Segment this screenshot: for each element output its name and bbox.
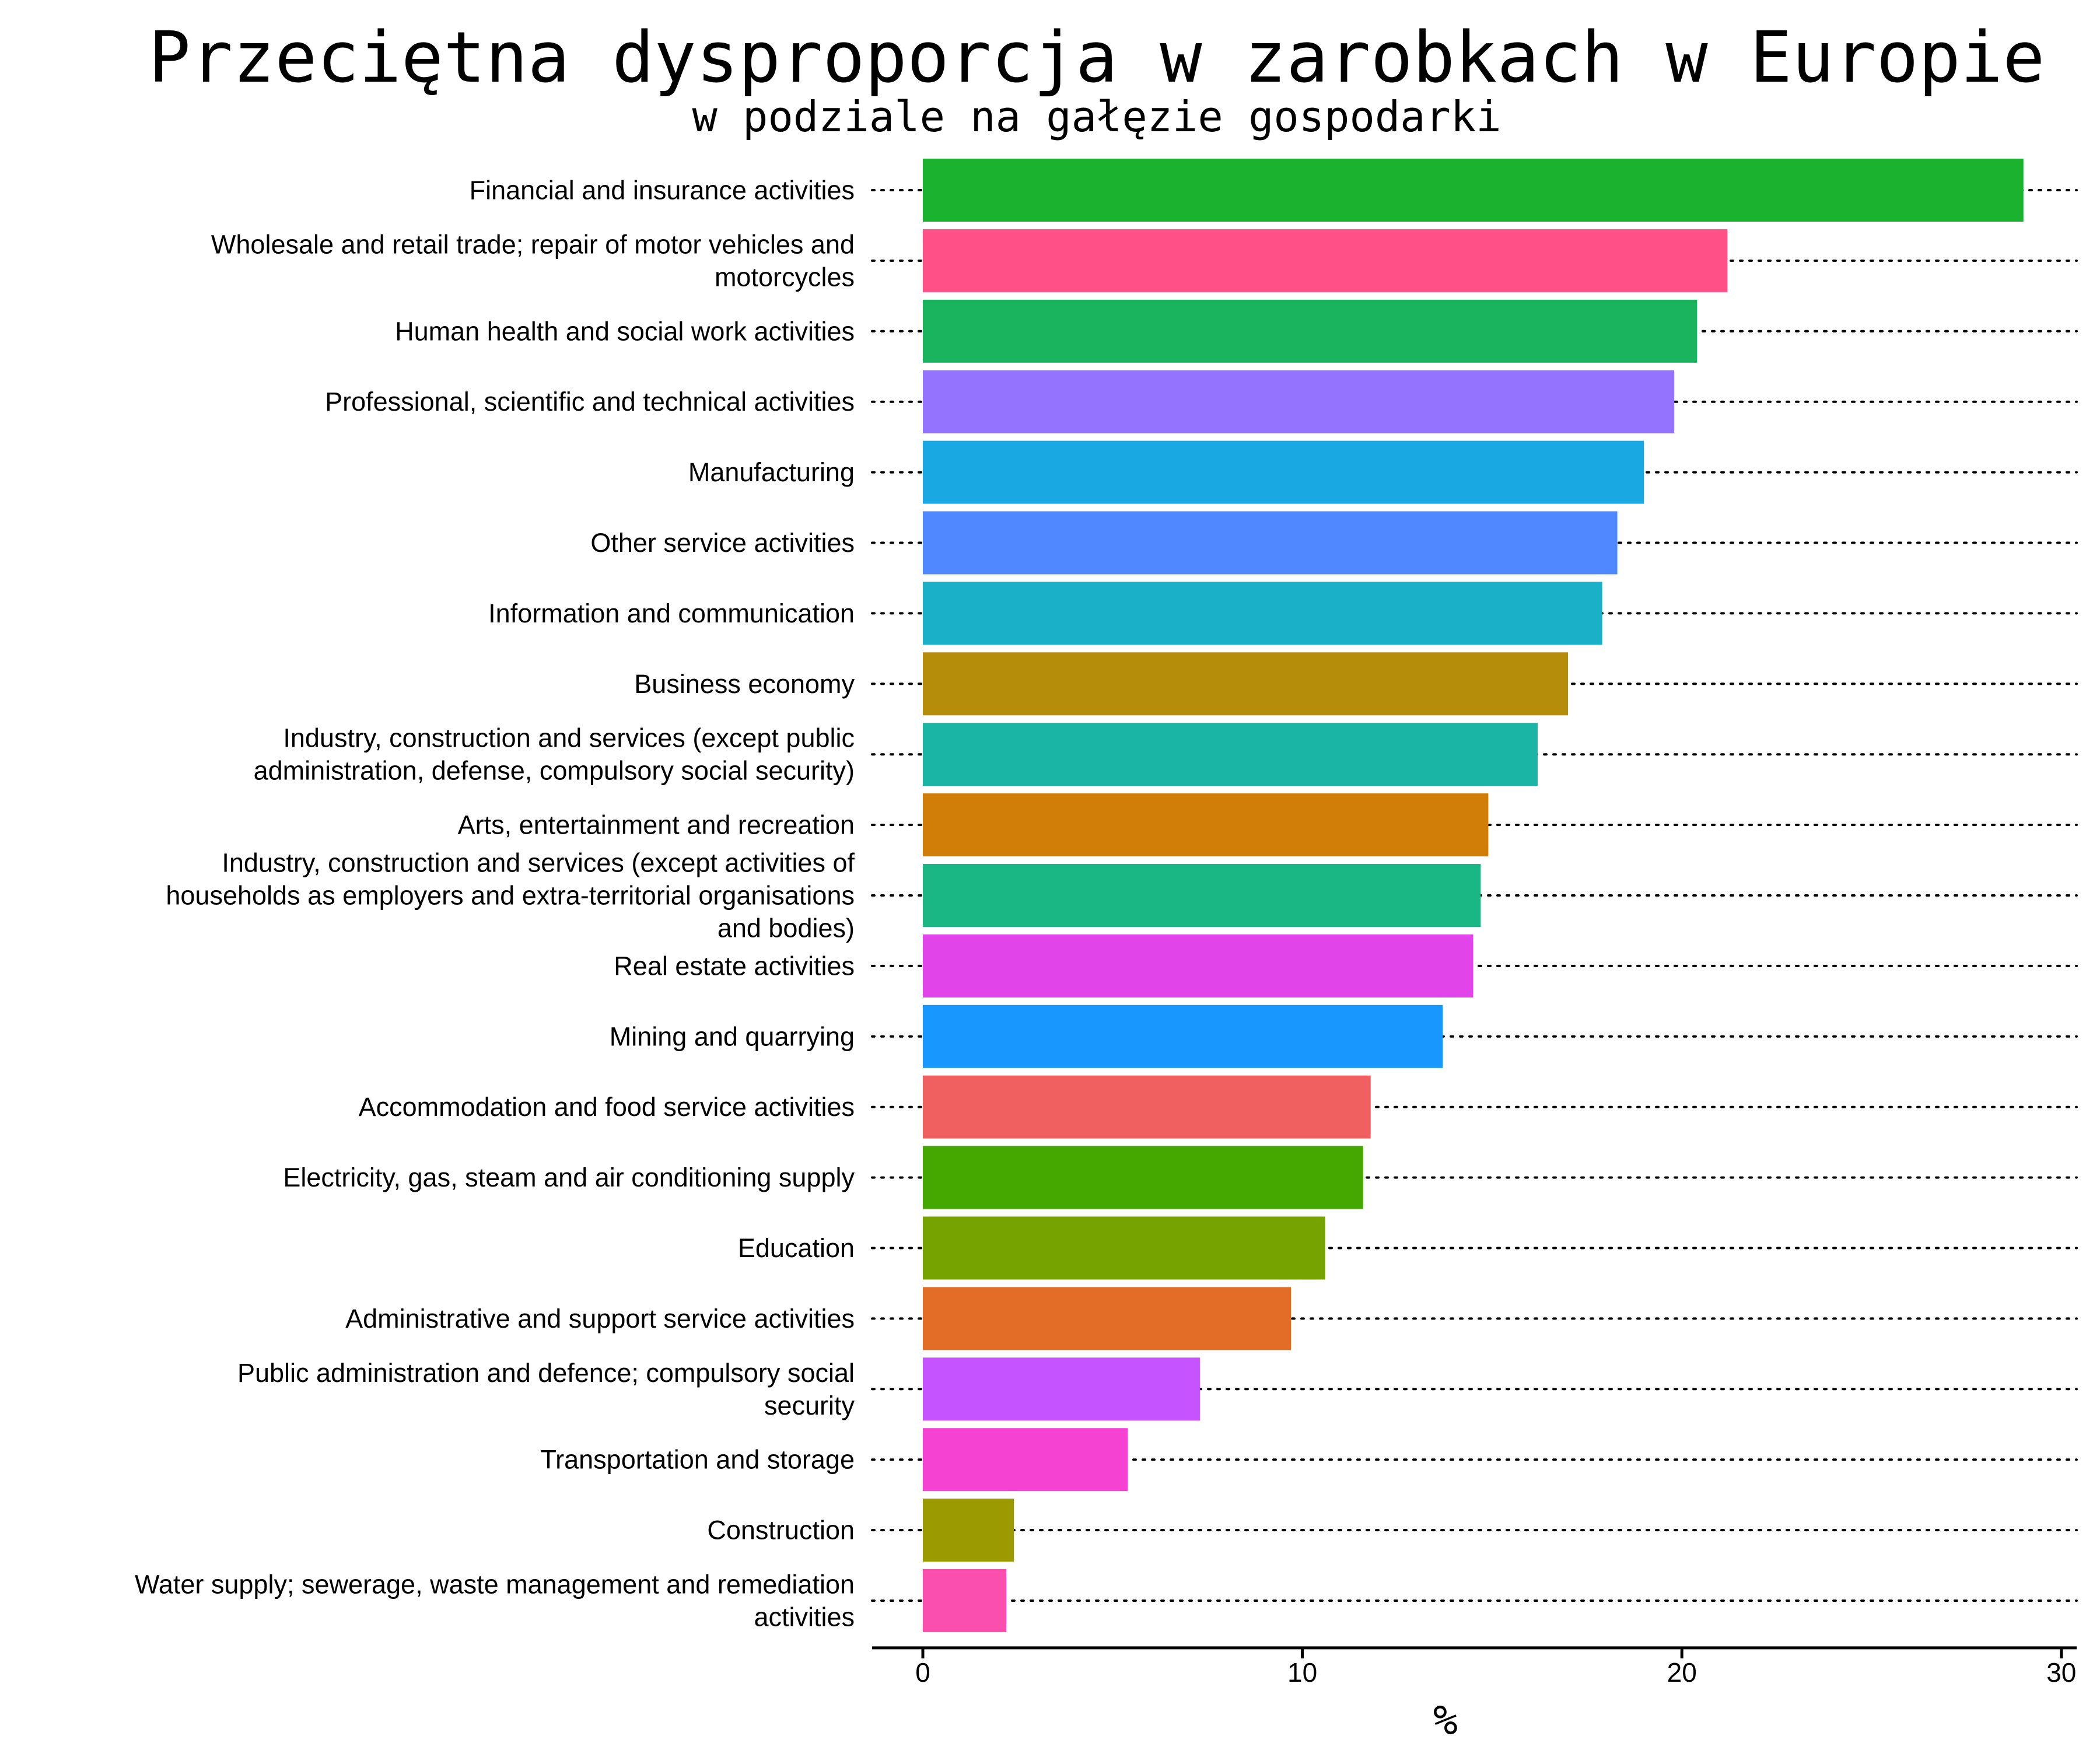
bar — [923, 229, 1728, 292]
category-label: households as employers and extra-territ… — [166, 881, 855, 911]
x-tick-label: 20 — [1667, 1657, 1697, 1688]
bar — [923, 370, 1675, 433]
category-label: Industry, construction and services (exc… — [283, 723, 855, 753]
category-label: Industry, construction and services (exc… — [222, 848, 855, 878]
bar — [923, 934, 1474, 998]
category-label: Real estate activities — [614, 951, 855, 981]
category-label: Wholesale and retail trade; repair of mo… — [211, 229, 855, 259]
category-label: activities — [754, 1602, 855, 1632]
bar — [923, 864, 1481, 927]
category-label: security — [764, 1391, 855, 1420]
category-label: Accommodation and food service activitie… — [359, 1092, 855, 1122]
category-label: Administrative and support service activ… — [345, 1304, 855, 1334]
chart-subtitle: w podziale na gałęzie gospodarki — [692, 92, 1502, 141]
bar — [923, 299, 1698, 363]
bar — [923, 1005, 1443, 1068]
chart-title: Przeciętna dysproporcja w zarobkach w Eu… — [148, 18, 2045, 99]
category-label: Public administration and defence; compu… — [237, 1358, 855, 1388]
category-label: Water supply; sewerage, waste management… — [135, 1570, 855, 1600]
bar — [923, 1216, 1325, 1280]
bar — [923, 793, 1489, 857]
category-label: Information and communication — [488, 598, 855, 628]
x-tick-label: 0 — [915, 1657, 930, 1688]
bar — [923, 652, 1569, 716]
bar — [923, 1569, 1007, 1632]
x-axis-title: % — [1433, 1696, 1458, 1744]
category-label: Human health and social work activities — [395, 316, 855, 346]
category-label: Construction — [707, 1516, 855, 1545]
category-label: administration, defense, compulsory soci… — [254, 756, 855, 786]
bar — [923, 511, 1618, 575]
category-label: Electricity, gas, steam and air conditio… — [283, 1163, 855, 1192]
category-label: Arts, entertainment and recreation — [458, 810, 855, 840]
bar — [923, 723, 1538, 786]
bar — [923, 1499, 1014, 1562]
category-label: Financial and insurance activities — [470, 176, 855, 205]
bar — [923, 159, 2024, 222]
bar — [923, 1357, 1200, 1421]
bar — [923, 1287, 1292, 1350]
category-label: Other service activities — [590, 528, 855, 558]
category-label: Mining and quarrying — [610, 1021, 855, 1051]
category-label: and bodies) — [718, 914, 855, 943]
x-tick-label: 10 — [1287, 1657, 1317, 1688]
category-label: Transportation and storage — [540, 1445, 855, 1475]
category-label: Manufacturing — [688, 457, 855, 487]
category-label: Professional, scientific and technical a… — [325, 387, 855, 416]
category-label: motorcycles — [715, 262, 855, 292]
bar — [923, 440, 1644, 504]
bar — [923, 1428, 1128, 1492]
bar — [923, 1146, 1363, 1209]
x-tick-label: 30 — [2046, 1657, 2076, 1688]
category-label: Education — [738, 1233, 855, 1263]
bar — [923, 1075, 1371, 1139]
category-label: Business economy — [634, 669, 855, 699]
bar — [923, 582, 1602, 645]
